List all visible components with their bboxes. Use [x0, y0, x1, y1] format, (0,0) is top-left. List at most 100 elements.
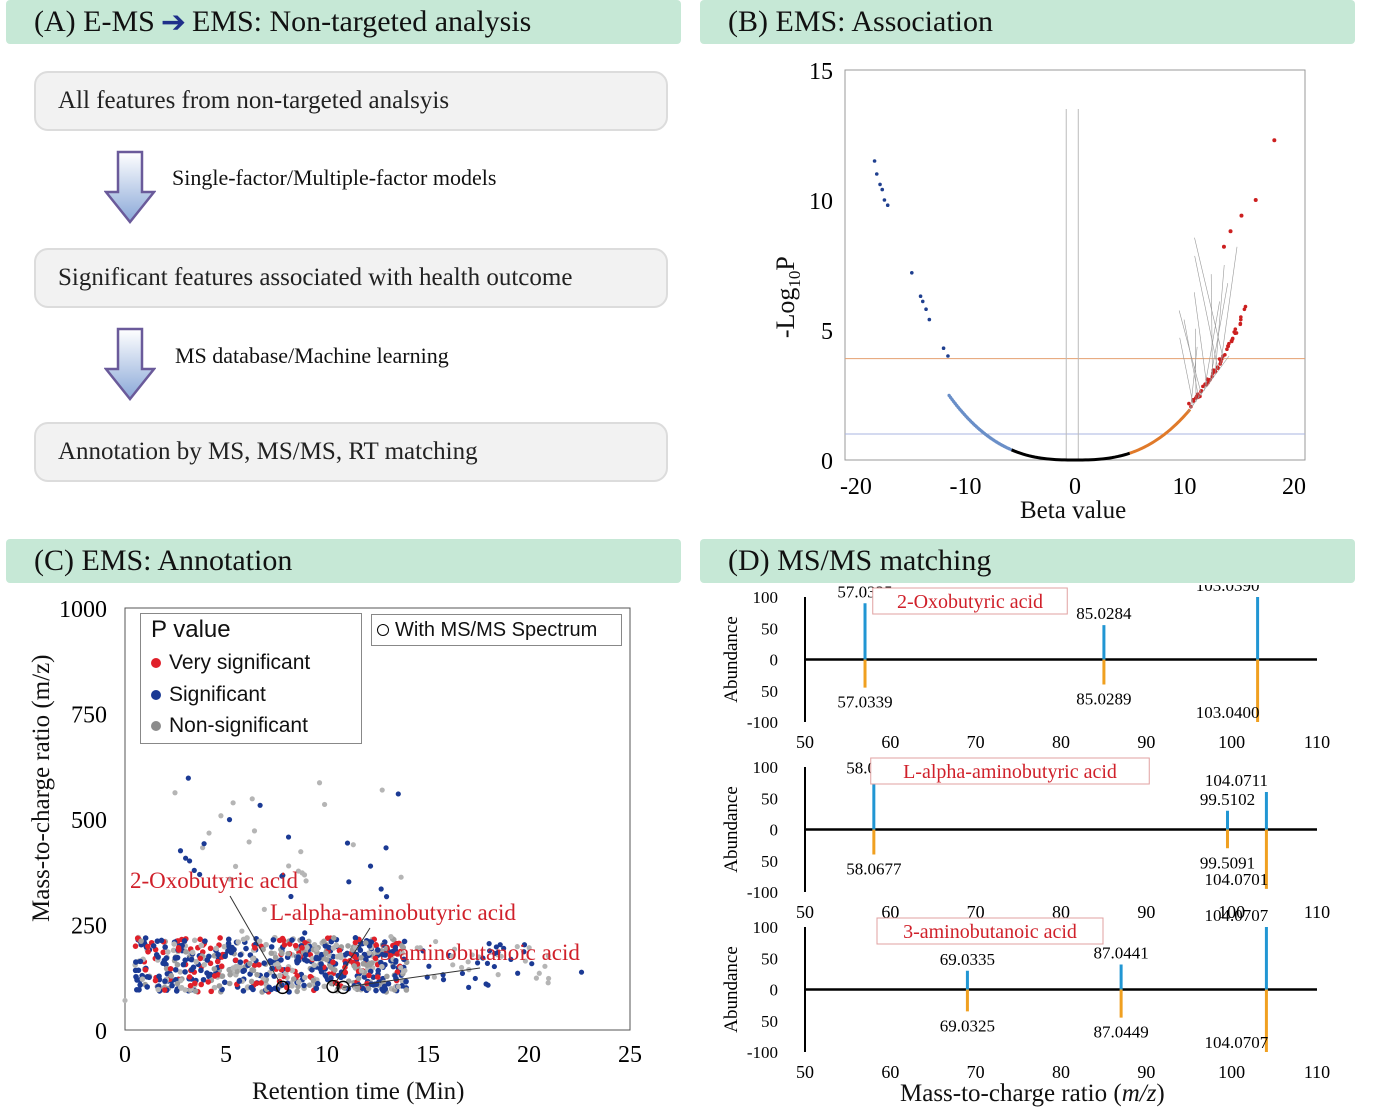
feature-point: [145, 943, 151, 950]
y-tick-label: 100: [753, 758, 779, 777]
feature-point: [545, 980, 551, 986]
feature-point: [281, 942, 288, 948]
panel-b-title: (B) EMS: Association: [728, 5, 994, 38]
feature-point: [379, 787, 385, 793]
feature-point: [272, 954, 279, 961]
x-tick-label: 60: [881, 1062, 899, 1082]
feature-point: [498, 953, 504, 959]
feature-point: [225, 936, 232, 943]
feature-point: [260, 975, 267, 982]
x-tick-label: 20: [517, 1042, 541, 1068]
feature-point: [192, 980, 198, 987]
feature-point: [232, 863, 239, 869]
peak-label-bottom: 85.0289: [1076, 690, 1131, 709]
msms-x-label-suffix: ): [1156, 1080, 1165, 1107]
feature-point: [465, 959, 471, 965]
feature-point: [355, 975, 362, 982]
point-positive: [1187, 401, 1191, 406]
y-tick-label: 0: [821, 449, 833, 475]
y-tick-label: 50: [761, 619, 778, 638]
peak-label-top: 104.0711: [1205, 771, 1268, 790]
curve-negative-mid: [947, 394, 1013, 452]
point-positive: [1210, 371, 1215, 376]
feature-point: [226, 980, 233, 987]
feature-point: [243, 945, 249, 952]
point-negative: [874, 172, 879, 176]
feature-point: [328, 975, 334, 981]
feature-point: [341, 985, 347, 991]
point-positive: [1233, 327, 1238, 331]
feature-point: [247, 960, 253, 967]
x-tick-label: 100: [1218, 1062, 1245, 1082]
feature-point: [248, 978, 255, 985]
feature-point: [501, 945, 507, 951]
y-tick-label: 100: [753, 588, 779, 607]
compound-title-box: [870, 757, 1150, 785]
msms-x-label-italic: m/z: [1121, 1080, 1157, 1107]
peak-label-top: 85.0284: [1076, 604, 1132, 623]
feature-point: [249, 796, 255, 802]
feature-point: [137, 958, 144, 965]
x-tick-label: 70: [967, 732, 985, 752]
feature-point: [495, 972, 501, 978]
feature-point: [197, 955, 204, 962]
abundance-label: Abundance: [721, 616, 742, 703]
feature-point: [313, 985, 320, 992]
peak-label-top: 69.0335: [940, 950, 995, 969]
y-tick-label: 500: [71, 808, 107, 834]
legend-item-non-significant: Non-significant: [151, 714, 308, 738]
feature-point: [304, 944, 310, 951]
x-tick-label: 90: [1137, 1062, 1155, 1082]
feature-point: [366, 972, 372, 979]
x-tick-label: -20: [840, 474, 872, 500]
feature-point: [254, 971, 260, 978]
feature-point: [497, 942, 503, 948]
feature-point: [182, 969, 188, 975]
y-tick-label: 100: [753, 918, 779, 937]
feature-point: [331, 935, 337, 941]
curve-center: [1010, 448, 1131, 462]
label-leader-line: [1193, 292, 1208, 387]
annotation-leader-line: [332, 927, 371, 987]
point-negative: [924, 307, 928, 312]
feature-point: [302, 930, 308, 936]
feature-point: [330, 959, 336, 966]
y-tick-label: -100: [747, 713, 778, 732]
x-tick-label: 20: [1282, 474, 1306, 500]
feature-point: [190, 964, 197, 971]
x-tick-label: 110: [1304, 732, 1330, 752]
feature-point: [239, 928, 245, 934]
point-negative: [880, 187, 885, 192]
peak-label-bottom: 58.0677: [846, 860, 902, 879]
feature-point: [536, 970, 542, 976]
feature-point: [373, 942, 380, 949]
x-tick-label: 100: [1218, 902, 1245, 922]
feature-point: [136, 986, 142, 993]
feature-point: [459, 970, 466, 977]
y-tick-label: 15: [809, 59, 833, 85]
feature-point: [450, 962, 456, 968]
x-tick-label: 50: [796, 902, 814, 922]
feature-point: [302, 939, 308, 946]
feature-point: [521, 942, 528, 948]
step-box-annotation: Annotation by MS, MS/MS, RT matching: [34, 422, 668, 482]
feature-point: [206, 830, 212, 836]
point-negative: [872, 159, 877, 163]
feature-point: [522, 958, 528, 964]
feature-point: [295, 979, 302, 986]
feature-point: [275, 960, 281, 967]
volcano-plot: -20 -10 0 10 20 0 5 10 15: [809, 59, 1306, 500]
y-tick-label: 10: [809, 189, 833, 215]
x-tick-label: 50: [796, 1062, 814, 1082]
peak-label-bottom: 69.0325: [940, 1016, 995, 1035]
label-leader-line: [1194, 255, 1219, 370]
curve-positive-mid: [1129, 408, 1192, 455]
feature-point: [316, 780, 323, 786]
feature-point: [379, 963, 385, 970]
annotation-x-label: Retention time (Min): [252, 1078, 465, 1105]
panel-d-header: (D) MS/MS matching: [700, 539, 1355, 583]
feature-point: [263, 941, 269, 948]
peak-label-top: 99.5102: [1200, 790, 1255, 809]
point-positive: [1243, 304, 1248, 309]
volcano-x-label: Beta value: [1020, 497, 1127, 524]
